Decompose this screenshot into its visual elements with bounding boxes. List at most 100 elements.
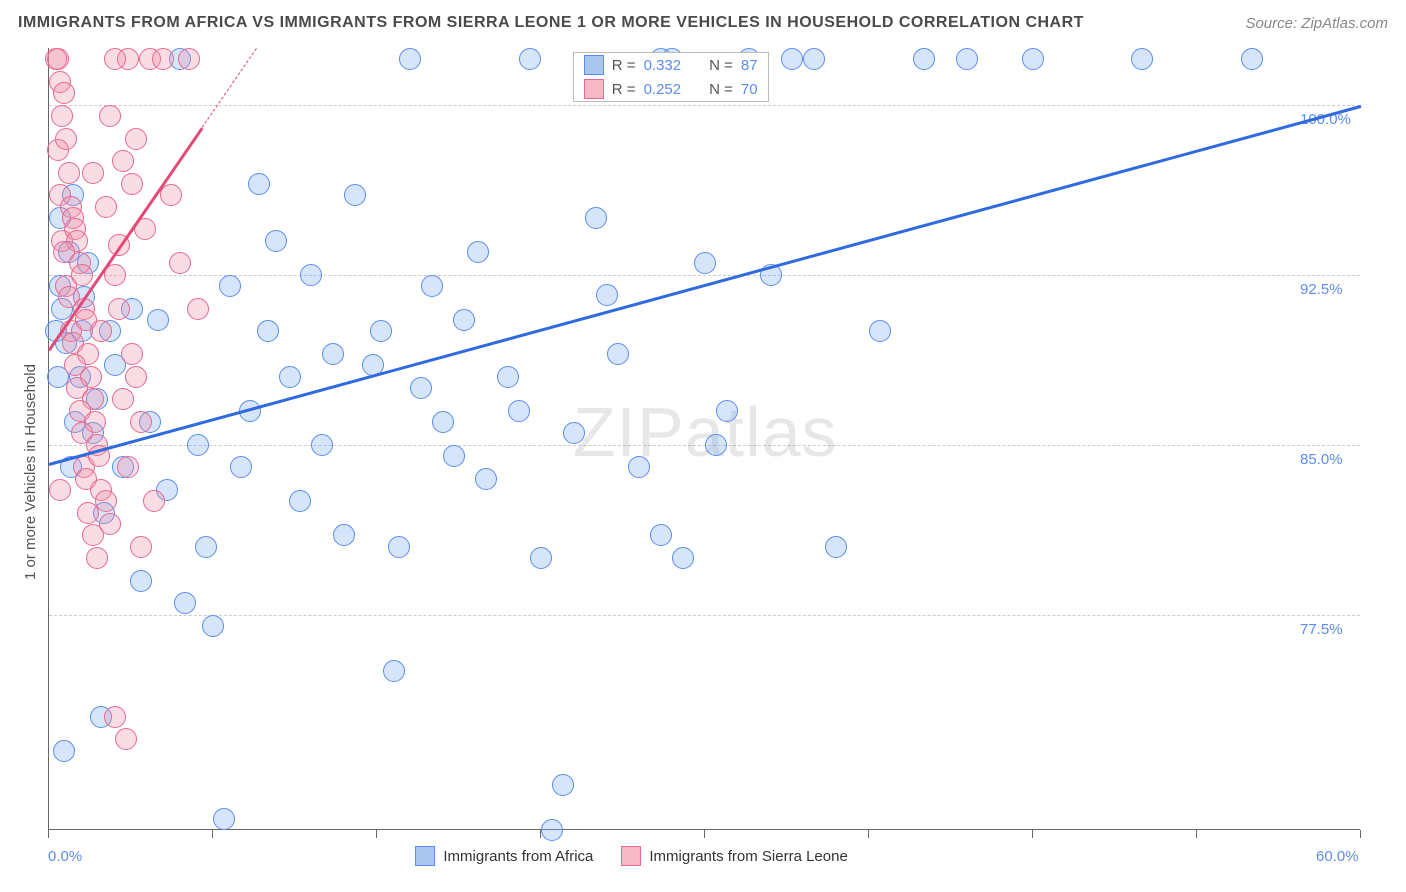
data-point bbox=[147, 309, 169, 331]
data-point bbox=[257, 320, 279, 342]
data-point bbox=[99, 513, 121, 535]
data-point bbox=[248, 173, 270, 195]
x-tick bbox=[212, 830, 213, 838]
x-tick bbox=[48, 830, 49, 838]
data-point bbox=[541, 819, 563, 841]
data-point bbox=[99, 105, 121, 127]
data-point bbox=[108, 298, 130, 320]
data-point bbox=[825, 536, 847, 558]
data-point bbox=[519, 48, 541, 70]
data-point bbox=[169, 252, 191, 274]
data-point bbox=[130, 411, 152, 433]
data-point bbox=[1131, 48, 1153, 70]
data-point bbox=[53, 740, 75, 762]
data-point bbox=[410, 377, 432, 399]
trend-line bbox=[202, 48, 257, 128]
data-point bbox=[90, 320, 112, 342]
data-point bbox=[49, 479, 71, 501]
data-point bbox=[694, 252, 716, 274]
data-point bbox=[174, 592, 196, 614]
data-point bbox=[86, 547, 108, 569]
data-point bbox=[219, 275, 241, 297]
scatter-plot-area bbox=[48, 48, 1360, 830]
data-point bbox=[279, 366, 301, 388]
data-point bbox=[453, 309, 475, 331]
x-tick bbox=[1032, 830, 1033, 838]
data-point bbox=[432, 411, 454, 433]
data-point bbox=[58, 162, 80, 184]
legend-label: Immigrants from Africa bbox=[443, 848, 593, 865]
legend-swatch bbox=[621, 846, 641, 866]
data-point bbox=[1241, 48, 1263, 70]
data-point bbox=[913, 48, 935, 70]
data-point bbox=[230, 456, 252, 478]
data-point bbox=[383, 660, 405, 682]
data-point bbox=[71, 264, 93, 286]
data-point bbox=[125, 128, 147, 150]
data-point bbox=[705, 434, 727, 456]
data-point bbox=[421, 275, 443, 297]
x-tick bbox=[1196, 830, 1197, 838]
data-point bbox=[130, 536, 152, 558]
data-point bbox=[596, 284, 618, 306]
data-point bbox=[399, 48, 421, 70]
x-tick bbox=[868, 830, 869, 838]
data-point bbox=[213, 808, 235, 830]
legend-swatch bbox=[584, 79, 604, 99]
data-point bbox=[112, 388, 134, 410]
correlation-legend: R =0.332N =87R =0.252N =70 bbox=[573, 52, 769, 102]
data-point bbox=[265, 230, 287, 252]
data-point bbox=[563, 422, 585, 444]
data-point bbox=[443, 445, 465, 467]
data-point bbox=[585, 207, 607, 229]
data-point bbox=[53, 82, 75, 104]
data-point bbox=[51, 105, 73, 127]
data-point bbox=[803, 48, 825, 70]
data-point bbox=[475, 468, 497, 490]
data-point bbox=[187, 434, 209, 456]
data-point bbox=[344, 184, 366, 206]
y-tick-label: 85.0% bbox=[1300, 451, 1343, 468]
data-point bbox=[202, 615, 224, 637]
legend-item: Immigrants from Africa bbox=[415, 846, 593, 866]
x-tick bbox=[704, 830, 705, 838]
data-point bbox=[95, 490, 117, 512]
data-point bbox=[121, 173, 143, 195]
data-point bbox=[650, 524, 672, 546]
data-point bbox=[530, 547, 552, 569]
x-tick bbox=[376, 830, 377, 838]
x-tick-label: 0.0% bbox=[48, 848, 82, 865]
data-point bbox=[104, 48, 126, 70]
data-point bbox=[467, 241, 489, 263]
y-tick-label: 77.5% bbox=[1300, 621, 1343, 638]
data-point bbox=[195, 536, 217, 558]
legend-swatch bbox=[584, 55, 604, 75]
data-point bbox=[152, 48, 174, 70]
data-point bbox=[508, 400, 530, 422]
data-point bbox=[869, 320, 891, 342]
y-tick-label: 92.5% bbox=[1300, 281, 1343, 298]
gridline bbox=[49, 275, 1360, 276]
legend-row: R =0.252N =70 bbox=[574, 77, 768, 101]
legend-item: Immigrants from Sierra Leone bbox=[621, 846, 847, 866]
data-point bbox=[300, 264, 322, 286]
data-point bbox=[125, 366, 147, 388]
data-point bbox=[55, 128, 77, 150]
source-label: Source: ZipAtlas.com bbox=[1245, 15, 1388, 32]
data-point bbox=[160, 184, 182, 206]
x-tick-label: 60.0% bbox=[1316, 848, 1359, 865]
data-point bbox=[672, 547, 694, 569]
data-point bbox=[956, 48, 978, 70]
data-point bbox=[322, 343, 344, 365]
data-point bbox=[95, 196, 117, 218]
data-point bbox=[607, 343, 629, 365]
data-point bbox=[781, 48, 803, 70]
data-point bbox=[117, 456, 139, 478]
data-point bbox=[1022, 48, 1044, 70]
data-point bbox=[115, 728, 137, 750]
legend-row: R =0.332N =87 bbox=[574, 53, 768, 77]
data-point bbox=[112, 150, 134, 172]
chart-title: IMMIGRANTS FROM AFRICA VS IMMIGRANTS FRO… bbox=[18, 14, 1084, 32]
data-point bbox=[628, 456, 650, 478]
data-point bbox=[311, 434, 333, 456]
